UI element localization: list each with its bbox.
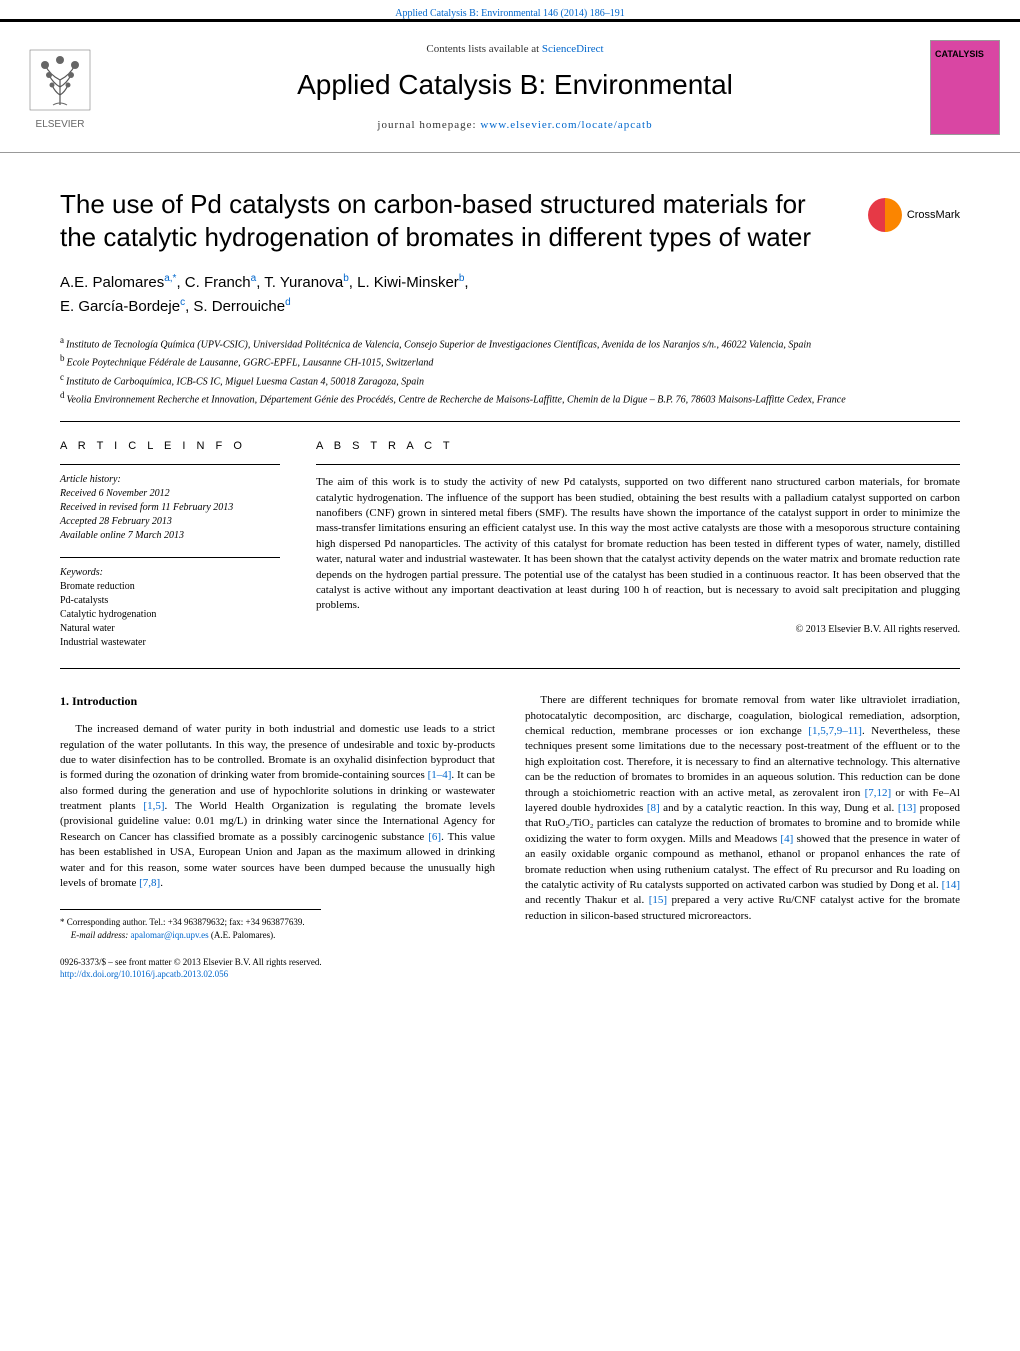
doi-block: 0926-3373/$ – see front matter © 2013 El… <box>60 956 495 981</box>
issn-line: 0926-3373/$ – see front matter © 2013 El… <box>60 956 495 969</box>
email-label: E-mail address: <box>71 930 131 940</box>
homepage-link[interactable]: www.elsevier.com/locate/apcatb <box>480 119 652 131</box>
author-name: , T. Yuranova <box>256 274 343 291</box>
affiliation-item: aInstituto de Tecnología Química (UPV-CS… <box>60 334 960 352</box>
section-title: 1. Introduction <box>60 693 495 710</box>
keyword-item: Industrial wastewater <box>60 636 280 650</box>
body-para: The increased demand of water purity in … <box>60 722 495 891</box>
author-affil-sup: d <box>285 297 291 308</box>
corr-author-text: * Corresponding author. Tel.: +34 963879… <box>60 916 321 929</box>
email-suffix: (A.E. Palomares). <box>209 930 276 940</box>
article-info-col: A R T I C L E I N F O Article history: R… <box>60 440 280 650</box>
contents-available: Contents lists available at ScienceDirec… <box>120 43 910 55</box>
author-affil-sup: a,* <box>164 273 176 284</box>
body-para: There are different techniques for broma… <box>525 693 960 924</box>
citation-link[interactable]: [1–4] <box>428 769 452 781</box>
affiliation-item: cInstituto de Carboquímica, ICB-CS IC, M… <box>60 371 960 389</box>
author-name: A.E. Palomares <box>60 274 164 291</box>
journal-citation: Applied Catalysis B: Environmental 146 (… <box>0 0 1020 19</box>
citation-link[interactable]: [13] <box>898 802 916 814</box>
article-history: Article history: Received 6 November 201… <box>60 473 280 543</box>
cover-tag: CATALYSIS <box>935 49 984 59</box>
info-abstract-row: A R T I C L E I N F O Article history: R… <box>0 422 1020 668</box>
journal-citation-link[interactable]: Applied Catalysis B: Environmental 146 (… <box>395 8 624 19</box>
divider <box>60 464 280 465</box>
author-name: , C. Franch <box>176 274 250 291</box>
authors: A.E. Palomaresa,*, C. Francha, T. Yurano… <box>0 261 1020 328</box>
corresponding-footnote: * Corresponding author. Tel.: +34 963879… <box>60 909 321 941</box>
elsevier-logo: ELSEVIER <box>20 37 100 137</box>
publisher-name: ELSEVIER <box>36 119 85 130</box>
divider <box>60 557 280 558</box>
citation-link[interactable]: [7,8] <box>139 877 160 889</box>
abstract-heading: A B S T R A C T <box>316 440 960 452</box>
affil-label: b <box>60 353 65 363</box>
journal-cover-thumb: CATALYSIS <box>930 40 1000 135</box>
affil-label: c <box>60 372 64 382</box>
keywords-heading: Keywords: <box>60 566 280 580</box>
left-column: 1. Introduction The increased demand of … <box>60 693 495 980</box>
doi-link[interactable]: http://dx.doi.org/10.1016/j.apcatb.2013.… <box>60 969 228 979</box>
article-info-heading: A R T I C L E I N F O <box>60 440 280 452</box>
contents-text: Contents lists available at <box>426 43 541 55</box>
journal-title: Applied Catalysis B: Environmental <box>120 69 910 101</box>
affiliation-item: bEcole Poytechnique Fédérale de Lausanne… <box>60 352 960 370</box>
citation-link[interactable]: [8] <box>647 802 660 814</box>
para-text: . <box>160 877 163 889</box>
citation-link[interactable]: [4] <box>780 833 793 845</box>
crossmark-badge[interactable]: CrossMark <box>868 198 960 232</box>
author-sep: , <box>464 274 468 291</box>
keyword-item: Pd-catalysts <box>60 594 280 608</box>
author-name: , S. Derrouiche <box>185 298 285 315</box>
affil-text: Instituto de Carboquímica, ICB-CS IC, Mi… <box>66 376 424 387</box>
crossmark-label: CrossMark <box>907 209 960 221</box>
author-name: , L. Kiwi-Minsker <box>349 274 459 291</box>
history-accepted: Accepted 28 February 2013 <box>60 515 280 529</box>
email-link[interactable]: apalomar@iqn.upv.es <box>130 930 208 940</box>
affil-label: a <box>60 335 64 345</box>
history-online: Available online 7 March 2013 <box>60 529 280 543</box>
homepage-prefix: journal homepage: <box>377 119 480 131</box>
citation-link[interactable]: [14] <box>942 879 960 891</box>
para-text: and by a catalytic reaction. In this way… <box>660 802 898 814</box>
journal-header: ELSEVIER Contents lists available at Sci… <box>0 19 1020 153</box>
keywords: Keywords: Bromate reduction Pd-catalysts… <box>60 566 280 650</box>
abstract-col: A B S T R A C T The aim of this work is … <box>316 440 960 650</box>
abstract-text: The aim of this work is to study the act… <box>316 475 960 614</box>
article-title: The use of Pd catalysts on carbon-based … <box>60 188 960 253</box>
affil-text: Veolia Environnement Recherche et Innova… <box>67 394 846 405</box>
citation-link[interactable]: [1,5] <box>143 800 164 812</box>
keyword-item: Bromate reduction <box>60 580 280 594</box>
header-center: Contents lists available at ScienceDirec… <box>120 43 910 131</box>
crossmark-icon <box>868 198 902 232</box>
citation-link[interactable]: [6] <box>428 831 441 843</box>
affil-text: Instituto de Tecnología Química (UPV-CSI… <box>66 339 811 350</box>
history-received: Received 6 November 2012 <box>60 487 280 501</box>
citation-link[interactable]: [1,5,7,9–11] <box>808 725 862 737</box>
keyword-item: Catalytic hydrogenation <box>60 608 280 622</box>
para-text: and recently Thakur et al. <box>525 894 649 906</box>
journal-homepage: journal homepage: www.elsevier.com/locat… <box>120 119 910 131</box>
elsevier-tree-icon <box>25 45 95 115</box>
citation-link[interactable]: [7,12] <box>865 787 892 799</box>
affil-text: Ecole Poytechnique Fédérale de Lausanne,… <box>67 358 434 369</box>
affil-label: d <box>60 390 65 400</box>
history-revised: Received in revised form 11 February 201… <box>60 501 280 515</box>
body-columns: 1. Introduction The increased demand of … <box>0 669 1020 1000</box>
divider <box>316 464 960 465</box>
title-block: The use of Pd catalysts on carbon-based … <box>0 153 1020 261</box>
affiliation-item: dVeolia Environnement Recherche et Innov… <box>60 389 960 407</box>
citation-link[interactable]: [15] <box>649 894 667 906</box>
keyword-item: Natural water <box>60 622 280 636</box>
sciencedirect-link[interactable]: ScienceDirect <box>542 43 604 55</box>
affiliations: aInstituto de Tecnología Química (UPV-CS… <box>0 328 1020 421</box>
history-heading: Article history: <box>60 473 280 487</box>
abstract-copyright: © 2013 Elsevier B.V. All rights reserved… <box>316 624 960 635</box>
author-name: E. García-Bordeje <box>60 298 180 315</box>
right-column: There are different techniques for broma… <box>525 693 960 980</box>
